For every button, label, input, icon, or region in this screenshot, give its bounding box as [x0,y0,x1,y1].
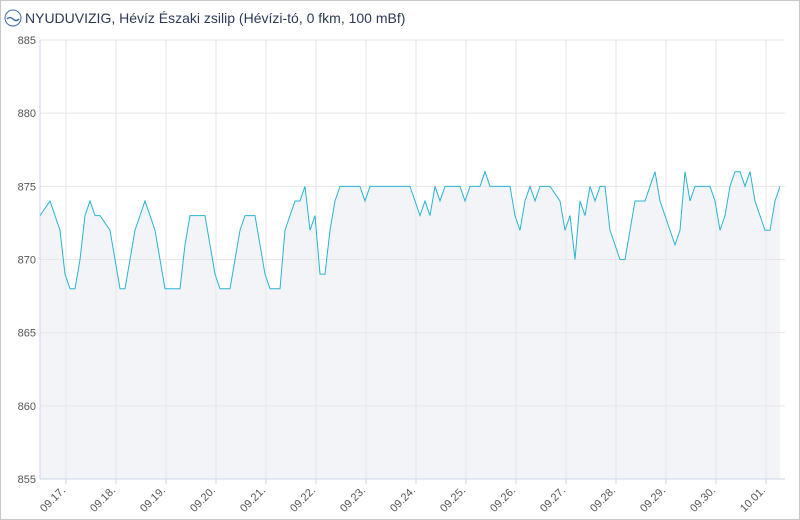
x-tick-label: 09.19. [138,485,168,515]
x-tick-label: 09.22. [288,485,318,515]
x-tick-label: 09.27. [538,485,568,515]
x-tick-label: 09.28. [588,485,618,515]
data-line [39,170,781,290]
x-tick-label: 09.30. [688,485,718,515]
x-tick-label: 09.25. [438,485,468,515]
x-tick-label: 09.20. [188,485,218,515]
x-tick-label: 09.24. [388,485,418,515]
y-tick-label: 870 [18,255,36,267]
y-tick-label: 865 [18,328,36,340]
x-tick-label: 09.17. [38,485,68,515]
y-tick-label: 885 [18,35,36,47]
y-tick-label: 855 [18,474,36,486]
x-tick-label: 09.21. [238,485,268,515]
y-tick-label: 880 [18,108,36,120]
logo-icon [4,9,22,27]
x-tick-label: 09.29. [638,485,668,515]
area-fill [40,171,780,479]
x-tick-label: 09.26. [488,485,518,515]
x-tick-label: 10.01. [738,485,768,515]
y-tick-label: 875 [18,181,36,193]
chart-title: NYUDUVIZIG, Hévíz Északi zsilip (Hévízi-… [25,10,405,26]
x-tick-label: 09.18. [88,485,118,515]
x-tick-label: 09.23. [338,485,368,515]
y-tick-label: 860 [18,401,36,413]
